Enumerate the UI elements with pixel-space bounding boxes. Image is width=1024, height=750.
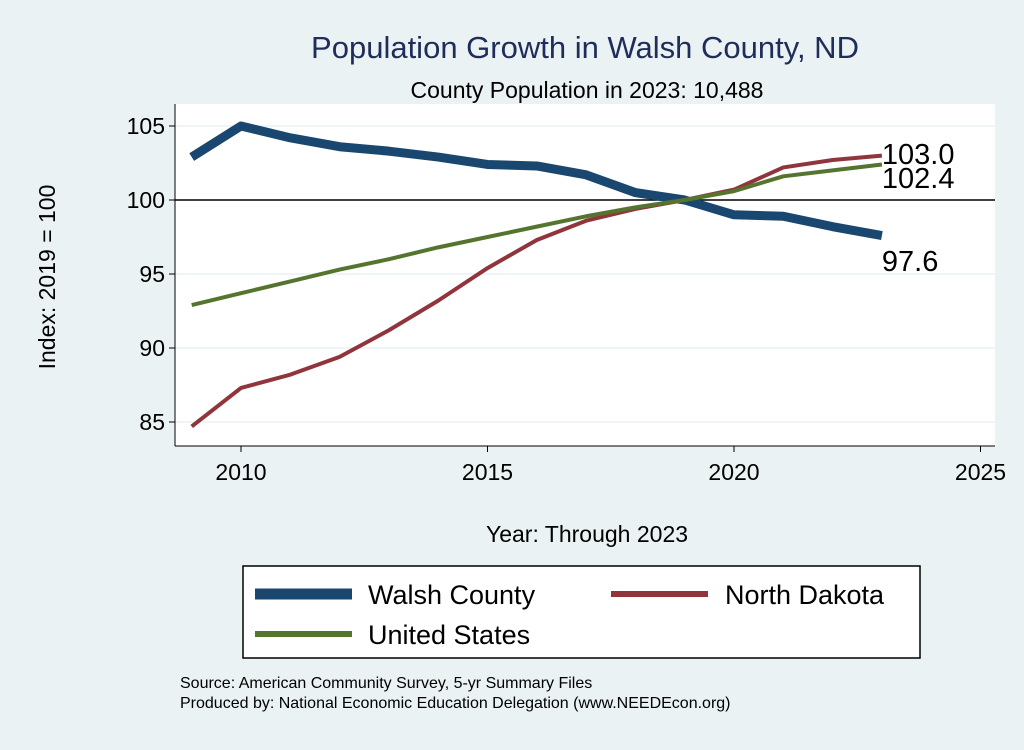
source-note: Source: American Community Survey, 5-yr … — [180, 675, 592, 692]
legend-label: North Dakota — [725, 580, 885, 610]
series-line-united-states — [191, 162, 883, 308]
series-line-walsh-county — [189, 121, 883, 240]
y-tick-label: 100 — [127, 187, 165, 213]
legend-label: United States — [368, 620, 530, 650]
y-tick-label: 105 — [127, 113, 165, 139]
chart-title: Population Growth in Walsh County, ND — [311, 30, 859, 65]
x-axis-label: Year: Through 2023 — [486, 521, 688, 547]
legend — [242, 565, 921, 659]
y-tick-label: 85 — [139, 409, 165, 435]
x-tick-label: 2025 — [955, 459, 1006, 485]
x-tick-label: 2015 — [462, 459, 513, 485]
x-tick-label: 2010 — [215, 459, 266, 485]
y-tick-label: 95 — [139, 261, 165, 287]
end-value-label: 103.0 — [882, 139, 955, 171]
end-value-label: 97.6 — [882, 246, 938, 278]
y-tick-label: 90 — [139, 335, 165, 361]
series-line-north-dakota — [190, 153, 883, 429]
chart-subtitle: County Population in 2023: 10,488 — [411, 77, 764, 103]
end-value-label: 102.4 — [882, 163, 955, 195]
y-axis-label: Index: 2019 = 100 — [34, 185, 60, 370]
x-tick-label: 2020 — [708, 459, 759, 485]
produced-by-note: Produced by: National Economic Education… — [180, 695, 731, 712]
legend-label: Walsh County — [368, 580, 536, 610]
